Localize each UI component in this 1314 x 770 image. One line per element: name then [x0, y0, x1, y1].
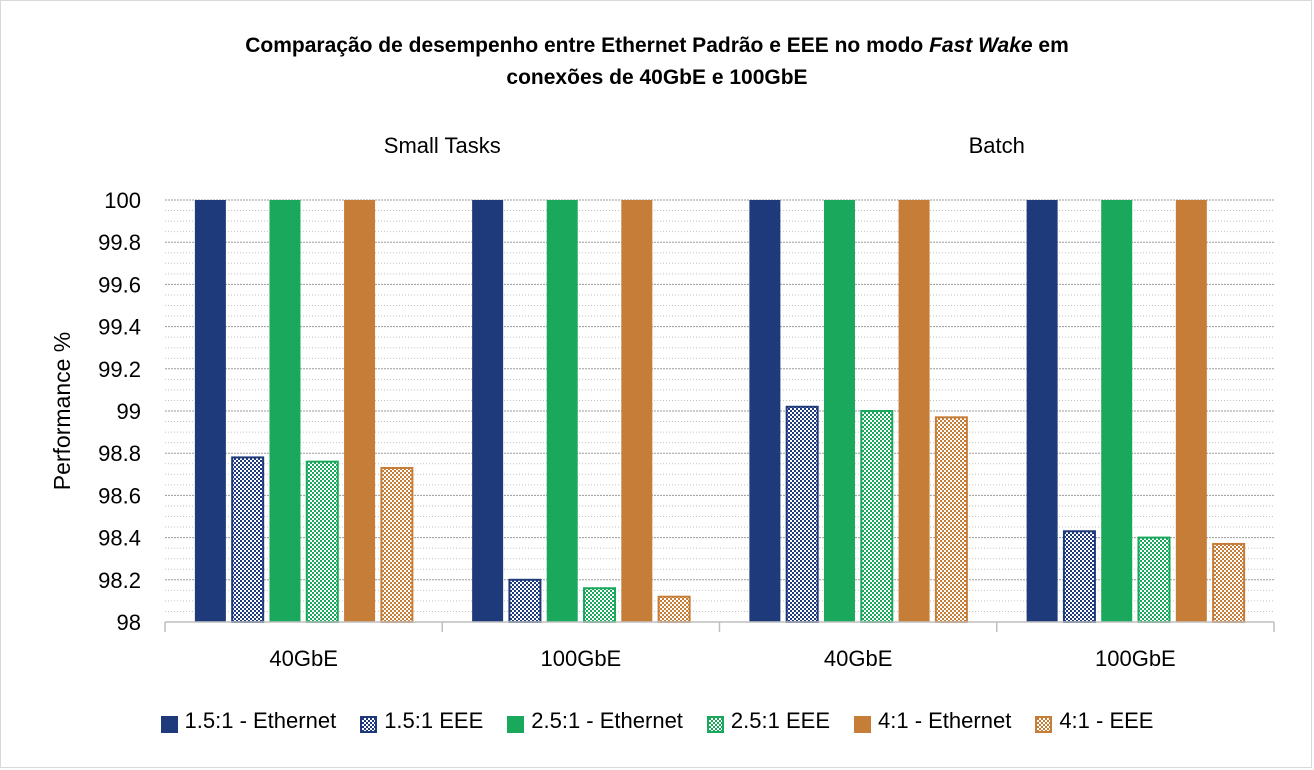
- bar-4-1-ethernet-3: [1175, 200, 1207, 622]
- legend-label: 2.5:1 EEE: [730, 708, 830, 733]
- group-label: Small Tasks: [384, 133, 501, 158]
- legend-swatch: [360, 713, 378, 733]
- bar-2-5-1-ethernet-1: [546, 200, 578, 622]
- legend-item: 2.5:1 - Ethernet: [507, 708, 683, 734]
- legend-label: 4:1 - EEE: [1059, 708, 1154, 733]
- bar-2-5-1-ethernet-3: [1101, 200, 1133, 622]
- legend-item: 1.5:1 EEE: [360, 708, 483, 734]
- bar-1-5-1-ethernet-2: [749, 200, 781, 622]
- legend-swatch: [854, 713, 871, 733]
- chart-title: Comparação de desempenho entre Ethernet …: [0, 30, 1314, 94]
- bar-chart: 98 98.2 98.4 98.6 98.8 99 99.2 99.4 99.6 99.8 100 P…: [49, 133, 1275, 671]
- y-tick-label: 100: [104, 188, 141, 213]
- bar-4-1-eee-0: [380, 466, 414, 623]
- y-tick-label: 99.8: [98, 230, 141, 255]
- legend-label: 1.5:1 - Ethernet: [184, 708, 337, 733]
- y-tick-label: 99.4: [98, 315, 141, 340]
- legend-swatch: [1035, 713, 1053, 733]
- legend-swatch: [706, 713, 724, 733]
- bar-1-5-1-eee-0: [231, 456, 265, 624]
- y-tick-label: 98.8: [98, 441, 141, 466]
- chart-title-line-1: Comparação de desempenho entre Ethernet …: [0, 30, 1314, 62]
- bar-2-5-1-ethernet-2: [823, 200, 855, 622]
- bar-1-5-1-ethernet-3: [1026, 200, 1058, 622]
- bar-4-1-eee-1: [657, 595, 691, 623]
- group-label: Batch: [969, 133, 1025, 158]
- chart-title-line-2: conexões de 40GbE e 100GbE: [506, 66, 808, 89]
- x-tick-label: 100GbE: [541, 646, 622, 671]
- legend-item: 1.5:1 - Ethernet: [160, 708, 337, 734]
- bar-4-1-ethernet-2: [898, 200, 930, 622]
- y-tick-label: 99.2: [98, 357, 141, 382]
- bar-1-5-1-ethernet-1: [472, 200, 504, 622]
- bar-4-1-ethernet-0: [344, 200, 376, 622]
- bar-2-5-1-eee-2: [860, 410, 894, 623]
- x-tick-label: 40GbE: [824, 646, 893, 671]
- legend-label: 2.5:1 - Ethernet: [531, 708, 683, 733]
- bar-2-5-1-eee-1: [583, 587, 617, 623]
- bar-2-5-1-eee-3: [1137, 536, 1171, 623]
- chart-title-part-3: em: [1032, 34, 1069, 57]
- bar-4-1-eee-3: [1212, 542, 1246, 623]
- legend-item: 4:1 - EEE: [1035, 708, 1153, 734]
- legend-swatch: [507, 713, 525, 733]
- legend-item: 4:1 - Ethernet: [854, 708, 1011, 734]
- y-tick-label: 98.6: [98, 483, 141, 508]
- y-tick-label: 98.4: [98, 526, 141, 551]
- x-tick-label: 40GbE: [269, 646, 338, 671]
- bar-2-5-1-eee-0: [305, 460, 339, 624]
- bar-1-5-1-eee-1: [508, 578, 542, 623]
- chart-legend: 1.5:1 - Ethernet 1.5:1 EEE 2.5:1 - Etherne…: [0, 704, 1314, 738]
- legend-swatch: [160, 713, 178, 733]
- bar-1-5-1-eee-3: [1062, 530, 1096, 624]
- legend-label: 1.5:1 EEE: [384, 708, 484, 733]
- legend-label: 4:1 - Ethernet: [878, 708, 1012, 733]
- bar-4-1-eee-2: [934, 416, 968, 623]
- bar-1-5-1-eee-2: [785, 405, 819, 623]
- y-tick-label: 99: [117, 399, 141, 424]
- y-tick-label: 99.6: [98, 272, 141, 297]
- x-tick-label: 100GbE: [1095, 646, 1176, 671]
- legend-item: 2.5:1 EEE: [706, 708, 830, 734]
- bar-2-5-1-ethernet-0: [269, 200, 301, 622]
- y-axis-title: Performance %: [49, 332, 75, 491]
- y-tick-label: 98: [117, 610, 141, 635]
- bar-1-5-1-ethernet-0: [194, 200, 226, 622]
- chart-title-part-1: Comparação de desempenho entre Ethernet …: [245, 34, 930, 57]
- bar-4-1-ethernet-1: [621, 200, 653, 622]
- y-tick-label: 98.2: [98, 568, 141, 593]
- chart-title-emphasis: Fast Wake: [929, 34, 1033, 57]
